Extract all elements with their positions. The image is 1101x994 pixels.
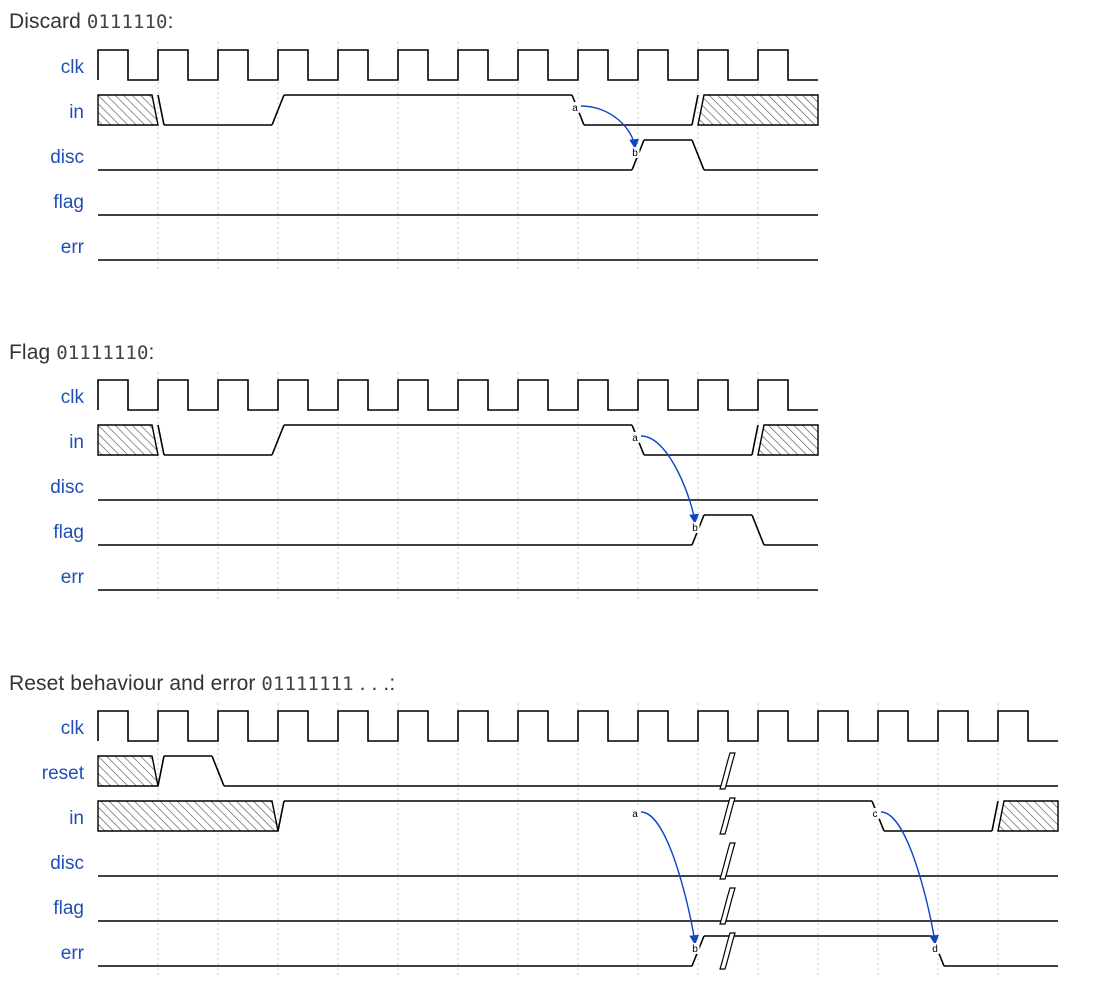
gap-mark bbox=[719, 932, 736, 970]
grid bbox=[157, 703, 999, 977]
undefined-region bbox=[97, 94, 159, 126]
signal-label-clk: clk bbox=[61, 718, 85, 739]
node-marker-a: a bbox=[632, 809, 638, 820]
gap-mark bbox=[719, 887, 736, 925]
node-marker-bg bbox=[691, 522, 700, 533]
signal-label-clk: clk bbox=[61, 387, 85, 408]
undefined-region bbox=[697, 94, 819, 126]
signal-label-err: err bbox=[61, 943, 85, 964]
edge-transition bbox=[277, 800, 285, 832]
diagram-1-title-code: 0111110 bbox=[86, 11, 168, 33]
node-marker-bg bbox=[871, 808, 880, 819]
diagram-3-title-suffix: . . .: bbox=[353, 672, 396, 695]
diagram-1-title-prefix: Discard bbox=[9, 10, 87, 33]
undefined-region bbox=[97, 755, 159, 787]
signal-label-in: in bbox=[69, 808, 84, 829]
edge-transition bbox=[751, 514, 765, 546]
diagram-3-title-code: 01111111 bbox=[261, 673, 354, 695]
signal-label-disc: disc bbox=[50, 853, 84, 874]
node-marker-bg bbox=[571, 102, 580, 113]
signal-lane-in: in bbox=[69, 94, 819, 126]
diagram-1-title-suffix: : bbox=[167, 10, 174, 33]
node-marker-b: b bbox=[692, 523, 698, 534]
grid bbox=[157, 372, 759, 601]
clock-waveform bbox=[97, 379, 818, 411]
edge-transition bbox=[211, 755, 225, 787]
diagram-1-title: Discard 0111110: bbox=[9, 10, 174, 34]
undefined-region bbox=[757, 424, 819, 456]
node-marker-a: a bbox=[572, 103, 578, 114]
signal-label-flag: flag bbox=[53, 522, 84, 543]
signal-lane-disc: disc bbox=[50, 853, 1058, 877]
edge-transition bbox=[691, 94, 699, 126]
signal-label-err: err bbox=[61, 567, 85, 588]
causality-arrow bbox=[640, 811, 699, 945]
signal-lane-in: in bbox=[69, 424, 819, 456]
node-marker-bg bbox=[931, 943, 940, 954]
edge-transition bbox=[991, 800, 999, 832]
signal-lane-disc: disc bbox=[50, 139, 818, 171]
signal-label-disc: disc bbox=[50, 147, 84, 168]
node-marker-bg bbox=[631, 808, 640, 819]
causality-arrow bbox=[640, 435, 699, 524]
diagram-2-title: Flag 01111110: bbox=[9, 341, 154, 365]
gap-mark bbox=[719, 797, 736, 835]
node-marker-c: c bbox=[873, 809, 878, 820]
node-marker-bg bbox=[631, 147, 640, 158]
node-marker-d: d bbox=[932, 944, 938, 955]
edge-transition bbox=[271, 94, 285, 126]
timing-diagram-reset-error: clk reset in disc flag err a b c d bbox=[42, 703, 1059, 977]
signal-lane-clk: clk bbox=[61, 710, 1058, 742]
node-marker-b: b bbox=[692, 944, 698, 955]
undefined-region bbox=[997, 800, 1059, 832]
signal-lane-flag: flag bbox=[53, 192, 818, 216]
node-marker-bg bbox=[631, 432, 640, 443]
diagram-2-title-prefix: Flag bbox=[9, 341, 57, 364]
edge-transition bbox=[157, 424, 165, 456]
signal-lane-reset: reset bbox=[42, 755, 1058, 787]
signal-label-in: in bbox=[69, 432, 84, 453]
signal-label-flag: flag bbox=[53, 898, 84, 919]
edge-transition bbox=[691, 139, 705, 171]
signal-lane-err: err bbox=[61, 567, 818, 591]
node-marker-a: a bbox=[632, 433, 638, 444]
signal-lane-clk: clk bbox=[61, 49, 818, 81]
signal-lane-flag: flag bbox=[53, 514, 818, 546]
causality-arrow bbox=[580, 105, 639, 149]
signal-label-in: in bbox=[69, 102, 84, 123]
clock-waveform bbox=[97, 49, 818, 81]
node-marker-b: b bbox=[632, 148, 638, 159]
diagram-2-title-code: 01111110 bbox=[56, 342, 149, 364]
signal-label-clk: clk bbox=[61, 57, 85, 78]
signal-lane-err: err bbox=[61, 237, 818, 261]
gap-mark bbox=[719, 842, 736, 880]
signal-lane-disc: disc bbox=[50, 477, 818, 501]
undefined-region bbox=[97, 800, 279, 832]
signal-label-reset: reset bbox=[42, 763, 85, 784]
signal-label-flag: flag bbox=[53, 192, 84, 213]
signal-label-err: err bbox=[61, 237, 85, 258]
signal-lane-clk: clk bbox=[61, 379, 818, 411]
edge-transition bbox=[157, 94, 165, 126]
signal-lane-err: err bbox=[61, 935, 1058, 967]
timing-diagram-flag: clk in disc flag err a b bbox=[50, 372, 819, 601]
grid bbox=[157, 42, 759, 271]
edge-transition bbox=[751, 424, 759, 456]
edge-transition bbox=[271, 424, 285, 456]
undefined-region bbox=[97, 424, 159, 456]
signal-lane-flag: flag bbox=[53, 898, 1058, 922]
gap-mark bbox=[719, 752, 736, 790]
clock-waveform bbox=[97, 710, 1058, 742]
signal-label-disc: disc bbox=[50, 477, 84, 498]
diagram-3-title: Reset behaviour and error 01111111 . . .… bbox=[9, 672, 395, 696]
timing-diagram-discard: clk in disc flag err a b bbox=[50, 42, 819, 271]
diagram-2-title-suffix: : bbox=[148, 341, 155, 364]
node-marker-bg bbox=[691, 943, 700, 954]
diagram-3-title-prefix: Reset behaviour and error bbox=[9, 672, 262, 695]
edge-transition bbox=[157, 755, 165, 787]
signal-lane-in: in bbox=[69, 800, 1059, 832]
causality-arrow bbox=[880, 811, 939, 945]
